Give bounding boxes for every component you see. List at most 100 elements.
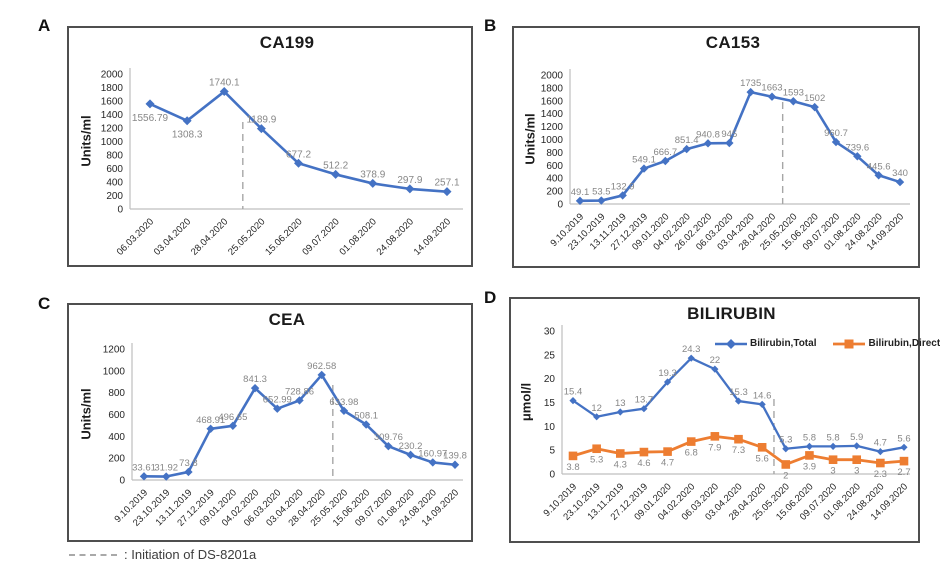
svg-text:24.3: 24.3 — [682, 344, 701, 355]
svg-text:1600: 1600 — [541, 96, 564, 107]
svg-text:200: 200 — [546, 187, 563, 198]
svg-text:03.04.2020: 03.04.2020 — [152, 216, 193, 257]
svg-text:257.1: 257.1 — [434, 178, 459, 189]
svg-text:2000: 2000 — [541, 71, 564, 82]
svg-text:15.06.2020: 15.06.2020 — [263, 216, 304, 257]
svg-text:677.2: 677.2 — [286, 149, 311, 160]
svg-text:33.61: 33.61 — [132, 462, 156, 473]
svg-text:1200: 1200 — [103, 345, 126, 356]
svg-text:5: 5 — [549, 446, 555, 457]
svg-text:15.3: 15.3 — [729, 387, 748, 398]
bilirubin-line-chart: 0510152025309.10.201923.10.201913.11.201… — [541, 325, 911, 523]
svg-text:09.07.2020: 09.07.2020 — [300, 216, 341, 257]
bilirubin-legend: Bilirubin,Total Bilirubin,Direct — [715, 338, 940, 349]
legend-item-bilirubin-total: Bilirubin,Total — [715, 338, 816, 349]
ca199-line-chart: 0 200 400 600 800 1000 1200 1400 1600 1800 2000 06.… — [101, 68, 463, 258]
svg-text:3: 3 — [830, 466, 835, 477]
svg-text:1000: 1000 — [541, 135, 564, 146]
svg-text:14.6: 14.6 — [753, 390, 772, 401]
svg-text:1200: 1200 — [541, 122, 564, 133]
svg-text:1663: 1663 — [761, 83, 782, 94]
chart-title-cea: CEA — [268, 310, 306, 329]
svg-text:800: 800 — [108, 388, 125, 399]
svg-text:652.99: 652.99 — [263, 395, 292, 406]
svg-text:549.1: 549.1 — [632, 155, 656, 166]
svg-text:24.08.2020: 24.08.2020 — [375, 216, 416, 257]
svg-text:309.76: 309.76 — [374, 432, 403, 443]
svg-text:14.09.2020: 14.09.2020 — [412, 216, 453, 257]
legend-item-bilirubin-direct: Bilirubin,Direct — [833, 338, 940, 349]
svg-text:0: 0 — [549, 470, 555, 481]
svg-text:2: 2 — [783, 470, 788, 481]
svg-text:508.1: 508.1 — [354, 411, 378, 422]
svg-text:445.6: 445.6 — [867, 161, 891, 172]
svg-text:1593: 1593 — [783, 87, 804, 98]
svg-text:1502: 1502 — [804, 93, 825, 104]
svg-text:5.3: 5.3 — [779, 435, 792, 446]
svg-text:600: 600 — [106, 164, 123, 175]
svg-text:15.4: 15.4 — [564, 387, 583, 398]
svg-text:30: 30 — [544, 327, 556, 338]
svg-text:31.92: 31.92 — [154, 463, 178, 474]
svg-text:5.8: 5.8 — [826, 432, 839, 443]
svg-text:53.5: 53.5 — [592, 187, 611, 198]
svg-text:15: 15 — [544, 398, 556, 409]
svg-text:1556.79: 1556.79 — [132, 113, 169, 124]
svg-text:0: 0 — [557, 200, 563, 211]
chart-title-ca199: CA199 — [259, 33, 315, 52]
svg-text:1735: 1735 — [740, 78, 761, 89]
svg-text:3: 3 — [854, 466, 859, 477]
svg-text:22: 22 — [710, 355, 721, 366]
svg-text:633.98: 633.98 — [329, 397, 358, 408]
svg-text:12: 12 — [591, 403, 602, 414]
svg-text:13: 13 — [615, 398, 626, 409]
panel-bilirubin: BILIRUBIN μmol/l 0 5 10 15 20 25 30 9.10.2019 23… — [509, 297, 940, 543]
svg-text:5.6: 5.6 — [897, 433, 910, 444]
svg-text:5.9: 5.9 — [850, 432, 863, 443]
panel-label-a: A — [38, 16, 51, 35]
svg-text:0: 0 — [119, 476, 125, 487]
svg-text:7.9: 7.9 — [708, 442, 721, 453]
svg-text:19.3: 19.3 — [658, 368, 677, 379]
svg-text:1800: 1800 — [101, 83, 124, 94]
svg-text:10: 10 — [544, 422, 556, 433]
svg-text:01.08.2020: 01.08.2020 — [337, 216, 378, 257]
svg-text:600: 600 — [546, 161, 563, 172]
svg-text:3.8: 3.8 — [566, 462, 579, 473]
panel-cea: CEA Units/ml 0 200 400 600 800 1000 1200 9.10.2… — [67, 303, 473, 542]
svg-text:25: 25 — [544, 350, 556, 361]
svg-text:25.05.2020: 25.05.2020 — [226, 216, 267, 257]
svg-text:73.8: 73.8 — [179, 458, 198, 469]
panel-label-c: C — [38, 294, 51, 313]
svg-text:6.8: 6.8 — [685, 448, 698, 459]
legend-label-total: Bilirubin,Total — [750, 338, 817, 349]
footnote-text: : Initiation of DS-8201a — [124, 547, 257, 562]
panel-label-d: D — [484, 288, 497, 307]
svg-text:49.1: 49.1 — [571, 187, 590, 198]
svg-text:1200: 1200 — [101, 124, 124, 135]
blue-line-diamond-icon — [715, 338, 747, 349]
chart-title-bilirubin: BILIRUBIN — [687, 304, 776, 323]
svg-text:962.58: 962.58 — [307, 361, 336, 372]
svg-text:800: 800 — [546, 148, 563, 159]
svg-text:06.03.2020: 06.03.2020 — [115, 216, 156, 257]
svg-text:1600: 1600 — [101, 97, 124, 108]
svg-text:851.4: 851.4 — [675, 135, 699, 146]
svg-text:4.6: 4.6 — [637, 458, 650, 469]
svg-text:2000: 2000 — [101, 70, 124, 81]
svg-text:132.9: 132.9 — [611, 181, 635, 192]
svg-text:739.6: 739.6 — [845, 142, 869, 153]
svg-text:960.7: 960.7 — [824, 128, 848, 139]
svg-text:7.3: 7.3 — [732, 445, 745, 456]
svg-text:800: 800 — [106, 151, 123, 162]
svg-text:139.8: 139.8 — [443, 451, 467, 462]
svg-text:1000: 1000 — [101, 137, 124, 148]
svg-text:1800: 1800 — [541, 83, 564, 94]
svg-text:468.91: 468.91 — [196, 415, 225, 426]
svg-text:400: 400 — [546, 174, 563, 185]
dashed-line-icon — [69, 553, 117, 556]
svg-text:940.8: 940.8 — [696, 129, 720, 140]
chart-title-ca153: CA153 — [705, 33, 761, 52]
svg-text:160.97: 160.97 — [418, 448, 447, 459]
